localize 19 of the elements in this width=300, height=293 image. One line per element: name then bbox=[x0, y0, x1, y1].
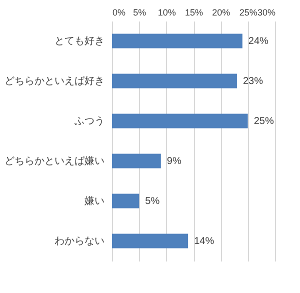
x-tick-label: 15% bbox=[184, 8, 204, 18]
x-tick-label: 25% bbox=[239, 8, 258, 18]
x-tick-label: 30% bbox=[257, 8, 276, 18]
y-tick-label: どちらかといえば好き bbox=[4, 76, 104, 87]
x-tick-label: 10% bbox=[158, 8, 176, 18]
y-tick-label: わからない bbox=[54, 236, 104, 247]
x-tick-label: 5% bbox=[133, 8, 146, 18]
y-tick-label: 嫌い bbox=[84, 195, 104, 207]
data-label: 5% bbox=[145, 196, 160, 207]
data-label: 9% bbox=[166, 156, 182, 167]
y-tick-label: とても好き bbox=[54, 36, 104, 47]
x-tick-label: 20% bbox=[212, 8, 230, 18]
data-label: 24% bbox=[248, 36, 269, 47]
y-tick-label: どちらかといえば嫌い bbox=[4, 155, 104, 167]
data-label: 25% bbox=[254, 116, 274, 127]
data-label: 14% bbox=[194, 236, 214, 247]
x-tick-label: 0% bbox=[112, 8, 126, 18]
data-label: 23% bbox=[242, 76, 264, 87]
y-tick-label: ふつう bbox=[74, 116, 104, 127]
